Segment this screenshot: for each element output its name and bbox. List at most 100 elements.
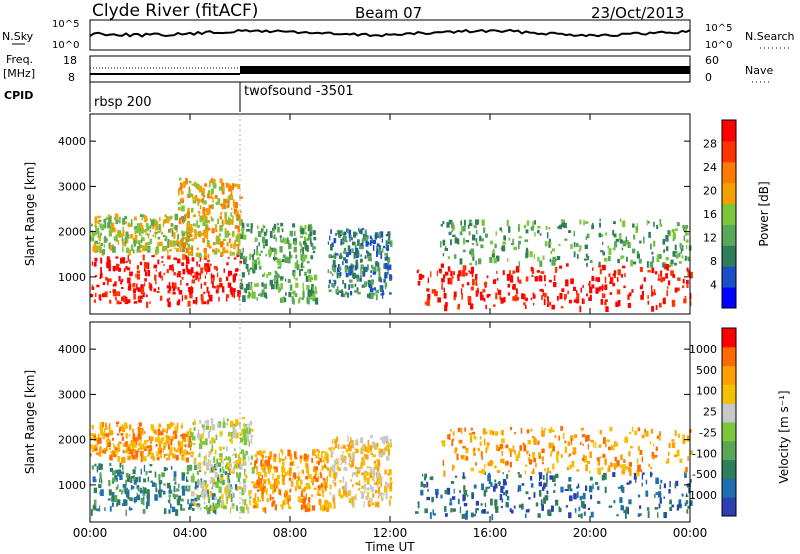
power-cell [381, 238, 383, 243]
velocity-cell [636, 470, 640, 477]
power-cell [277, 287, 281, 291]
velocity-cell [334, 482, 337, 487]
velocity-cell [387, 441, 389, 449]
velocity-cell [211, 493, 216, 500]
velocity-cell [269, 451, 273, 458]
velocity-cell [246, 427, 248, 434]
power-cell [512, 283, 516, 290]
power-cell [240, 284, 244, 290]
velocity-cell [552, 463, 555, 470]
velocity-cell [522, 442, 525, 446]
velocity-cell [364, 490, 366, 493]
power-cell [250, 281, 253, 285]
velocity-cell [485, 447, 488, 453]
velocity-cell [377, 459, 381, 466]
velocity-cell [112, 437, 114, 441]
power-cell [275, 237, 277, 242]
cpid-mode-2: twofsound -3501 [244, 84, 354, 99]
velocity-cell [217, 474, 220, 478]
power-cell [311, 284, 314, 287]
power-cell [568, 299, 572, 304]
velocity-cell [226, 496, 228, 503]
power-cell [186, 256, 189, 260]
velocity-cell [185, 433, 188, 438]
velocity-cell [565, 505, 568, 508]
power-cell [173, 232, 176, 239]
velocity-cell [121, 425, 126, 433]
power-cell [190, 267, 194, 274]
power-cell [440, 241, 442, 248]
power-cell [129, 223, 133, 227]
velocity-cell [329, 448, 332, 451]
velocity-cell [235, 484, 237, 489]
power-cell [439, 271, 442, 274]
velocity-cell [193, 427, 196, 431]
velocity-cell [241, 507, 245, 514]
power-cell [200, 283, 202, 289]
velocity-cell [250, 434, 254, 438]
power-cell [602, 264, 606, 271]
power-cell [357, 239, 360, 246]
velocity-cell [242, 435, 244, 440]
power-cell [501, 230, 503, 233]
power-cell [235, 243, 239, 247]
velocity-cell [630, 446, 633, 449]
velocity-cell [200, 433, 204, 440]
power-cell [231, 190, 233, 195]
velocity-cell [206, 462, 210, 469]
power-cell [667, 286, 669, 289]
velocity-cell [505, 461, 509, 466]
power-cell [331, 264, 335, 270]
velocity-cell [483, 490, 487, 497]
velocity-cell [641, 434, 645, 439]
velocity-cell [93, 487, 98, 494]
power-cell [109, 291, 111, 293]
power-cell [164, 238, 167, 242]
velocity-cell [532, 468, 535, 473]
power-cell [621, 247, 624, 251]
velocity-cell [287, 470, 289, 476]
power-cell [242, 234, 247, 240]
power-cell [685, 239, 689, 243]
power-cell [107, 222, 111, 229]
power-cell [599, 268, 602, 275]
power-cell [183, 236, 187, 240]
power-cell [465, 240, 470, 243]
power-cell [658, 274, 660, 280]
power-cell [299, 241, 302, 246]
power-cell [234, 202, 238, 208]
velocity-cell [244, 450, 248, 456]
power-cell [125, 266, 128, 270]
power-cell [236, 251, 240, 255]
velocity-cell [232, 467, 235, 472]
velocity-cell [98, 463, 102, 471]
power-cell [155, 269, 157, 272]
power-cell [184, 214, 187, 221]
power-cell [667, 230, 670, 235]
velocity-cell [354, 495, 357, 500]
velocity-cell [494, 479, 497, 483]
velocity-cell [616, 460, 620, 467]
power-cell [305, 232, 307, 235]
velocity-cell [364, 476, 366, 483]
power-cell [141, 237, 145, 242]
power-cell [616, 289, 621, 295]
velocity-cell [623, 459, 626, 463]
velocity-cell [486, 442, 489, 450]
velocity-cell [317, 475, 320, 481]
power-cell [523, 294, 526, 300]
power-cell [462, 265, 467, 271]
velocity-cell [245, 504, 248, 510]
power-cell [312, 297, 316, 302]
velocity-cell [327, 501, 331, 508]
velocity-cell [529, 476, 533, 481]
velocity-cell [288, 472, 292, 477]
power-cell [121, 259, 124, 262]
power-cell [185, 213, 188, 217]
power-cell [309, 238, 312, 245]
velocity-cell [185, 457, 189, 463]
velocity-cbar-swatch [722, 365, 736, 385]
velocity-cell [132, 444, 134, 450]
velocity-cell [505, 490, 509, 494]
power-cell [258, 242, 260, 247]
